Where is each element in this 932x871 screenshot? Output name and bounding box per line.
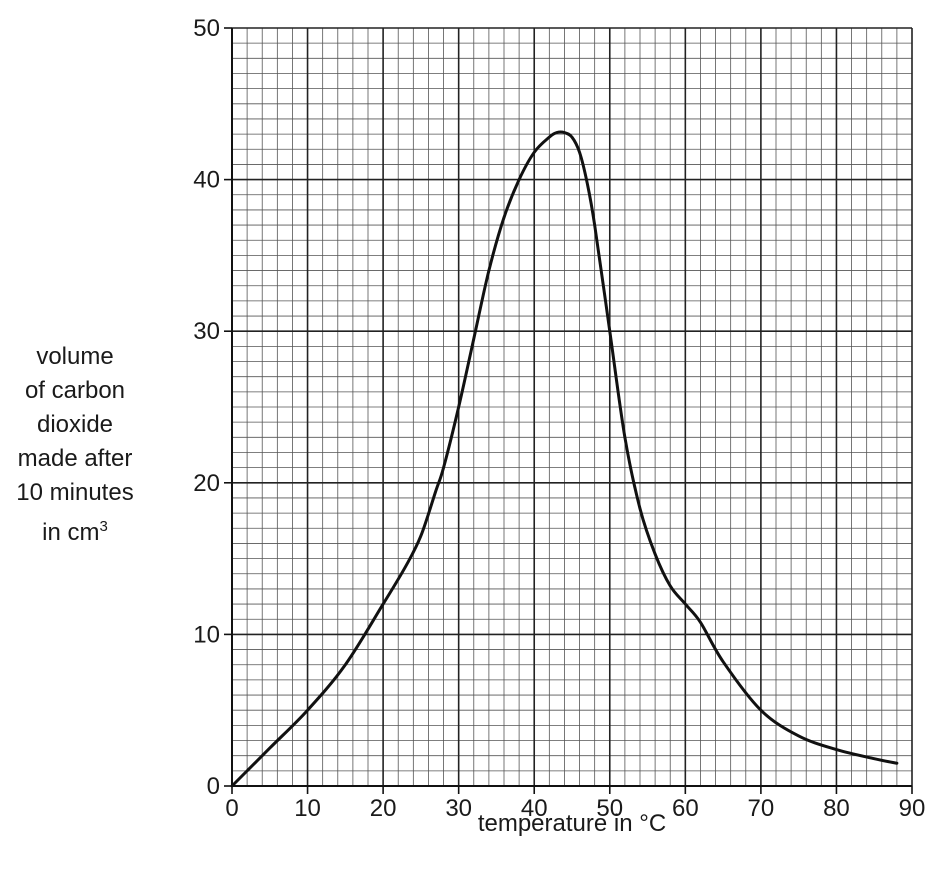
y-axis-label-line: dioxide [36,411,114,438]
x-tick-label: 90 [899,795,926,822]
x-tick-label: 0 [225,795,238,822]
x-tick-label: 30 [445,795,472,822]
y-tick-label: 0 [207,773,220,800]
axes [231,28,912,787]
y-tick-label: 50 [193,15,220,42]
y-tick-label: 40 [193,167,220,194]
series-lines [230,130,899,788]
series-line [230,130,899,788]
y-axis-label-line: 10 minutes [16,479,134,506]
minor-grid [232,28,912,786]
y-axis-label: volume of carbon dioxide made after 10 m… [0,340,150,550]
y-axis-label-line: of carbon [24,377,126,404]
tick-labels: 0 10 20 30 40 50 60 70 80 90 0 10 20 30 40 50 [193,15,925,822]
x-tick-label: 10 [294,795,321,822]
x-tick-label: 80 [823,795,850,822]
y-axis-label-unit-line: in cm3 [0,510,150,550]
x-tick-label: 50 [596,795,623,822]
x-tick-label: 40 [521,795,548,822]
y-axis-label-line: made after [17,445,133,472]
y-tick-label: 30 [193,318,220,345]
ticks [224,27,913,794]
y-tick-label: 10 [193,621,220,648]
x-tick-label: 60 [672,795,699,822]
x-tick-label: 70 [748,795,775,822]
y-axis-label-unit: in cm [42,519,100,546]
y-axis-label-superscript: 3 [99,518,108,535]
x-tick-label: 20 [370,795,397,822]
y-tick-label: 20 [193,470,220,497]
y-axis-label-line: volume [36,343,114,370]
x-axis-label: temperature in °C [477,810,667,837]
